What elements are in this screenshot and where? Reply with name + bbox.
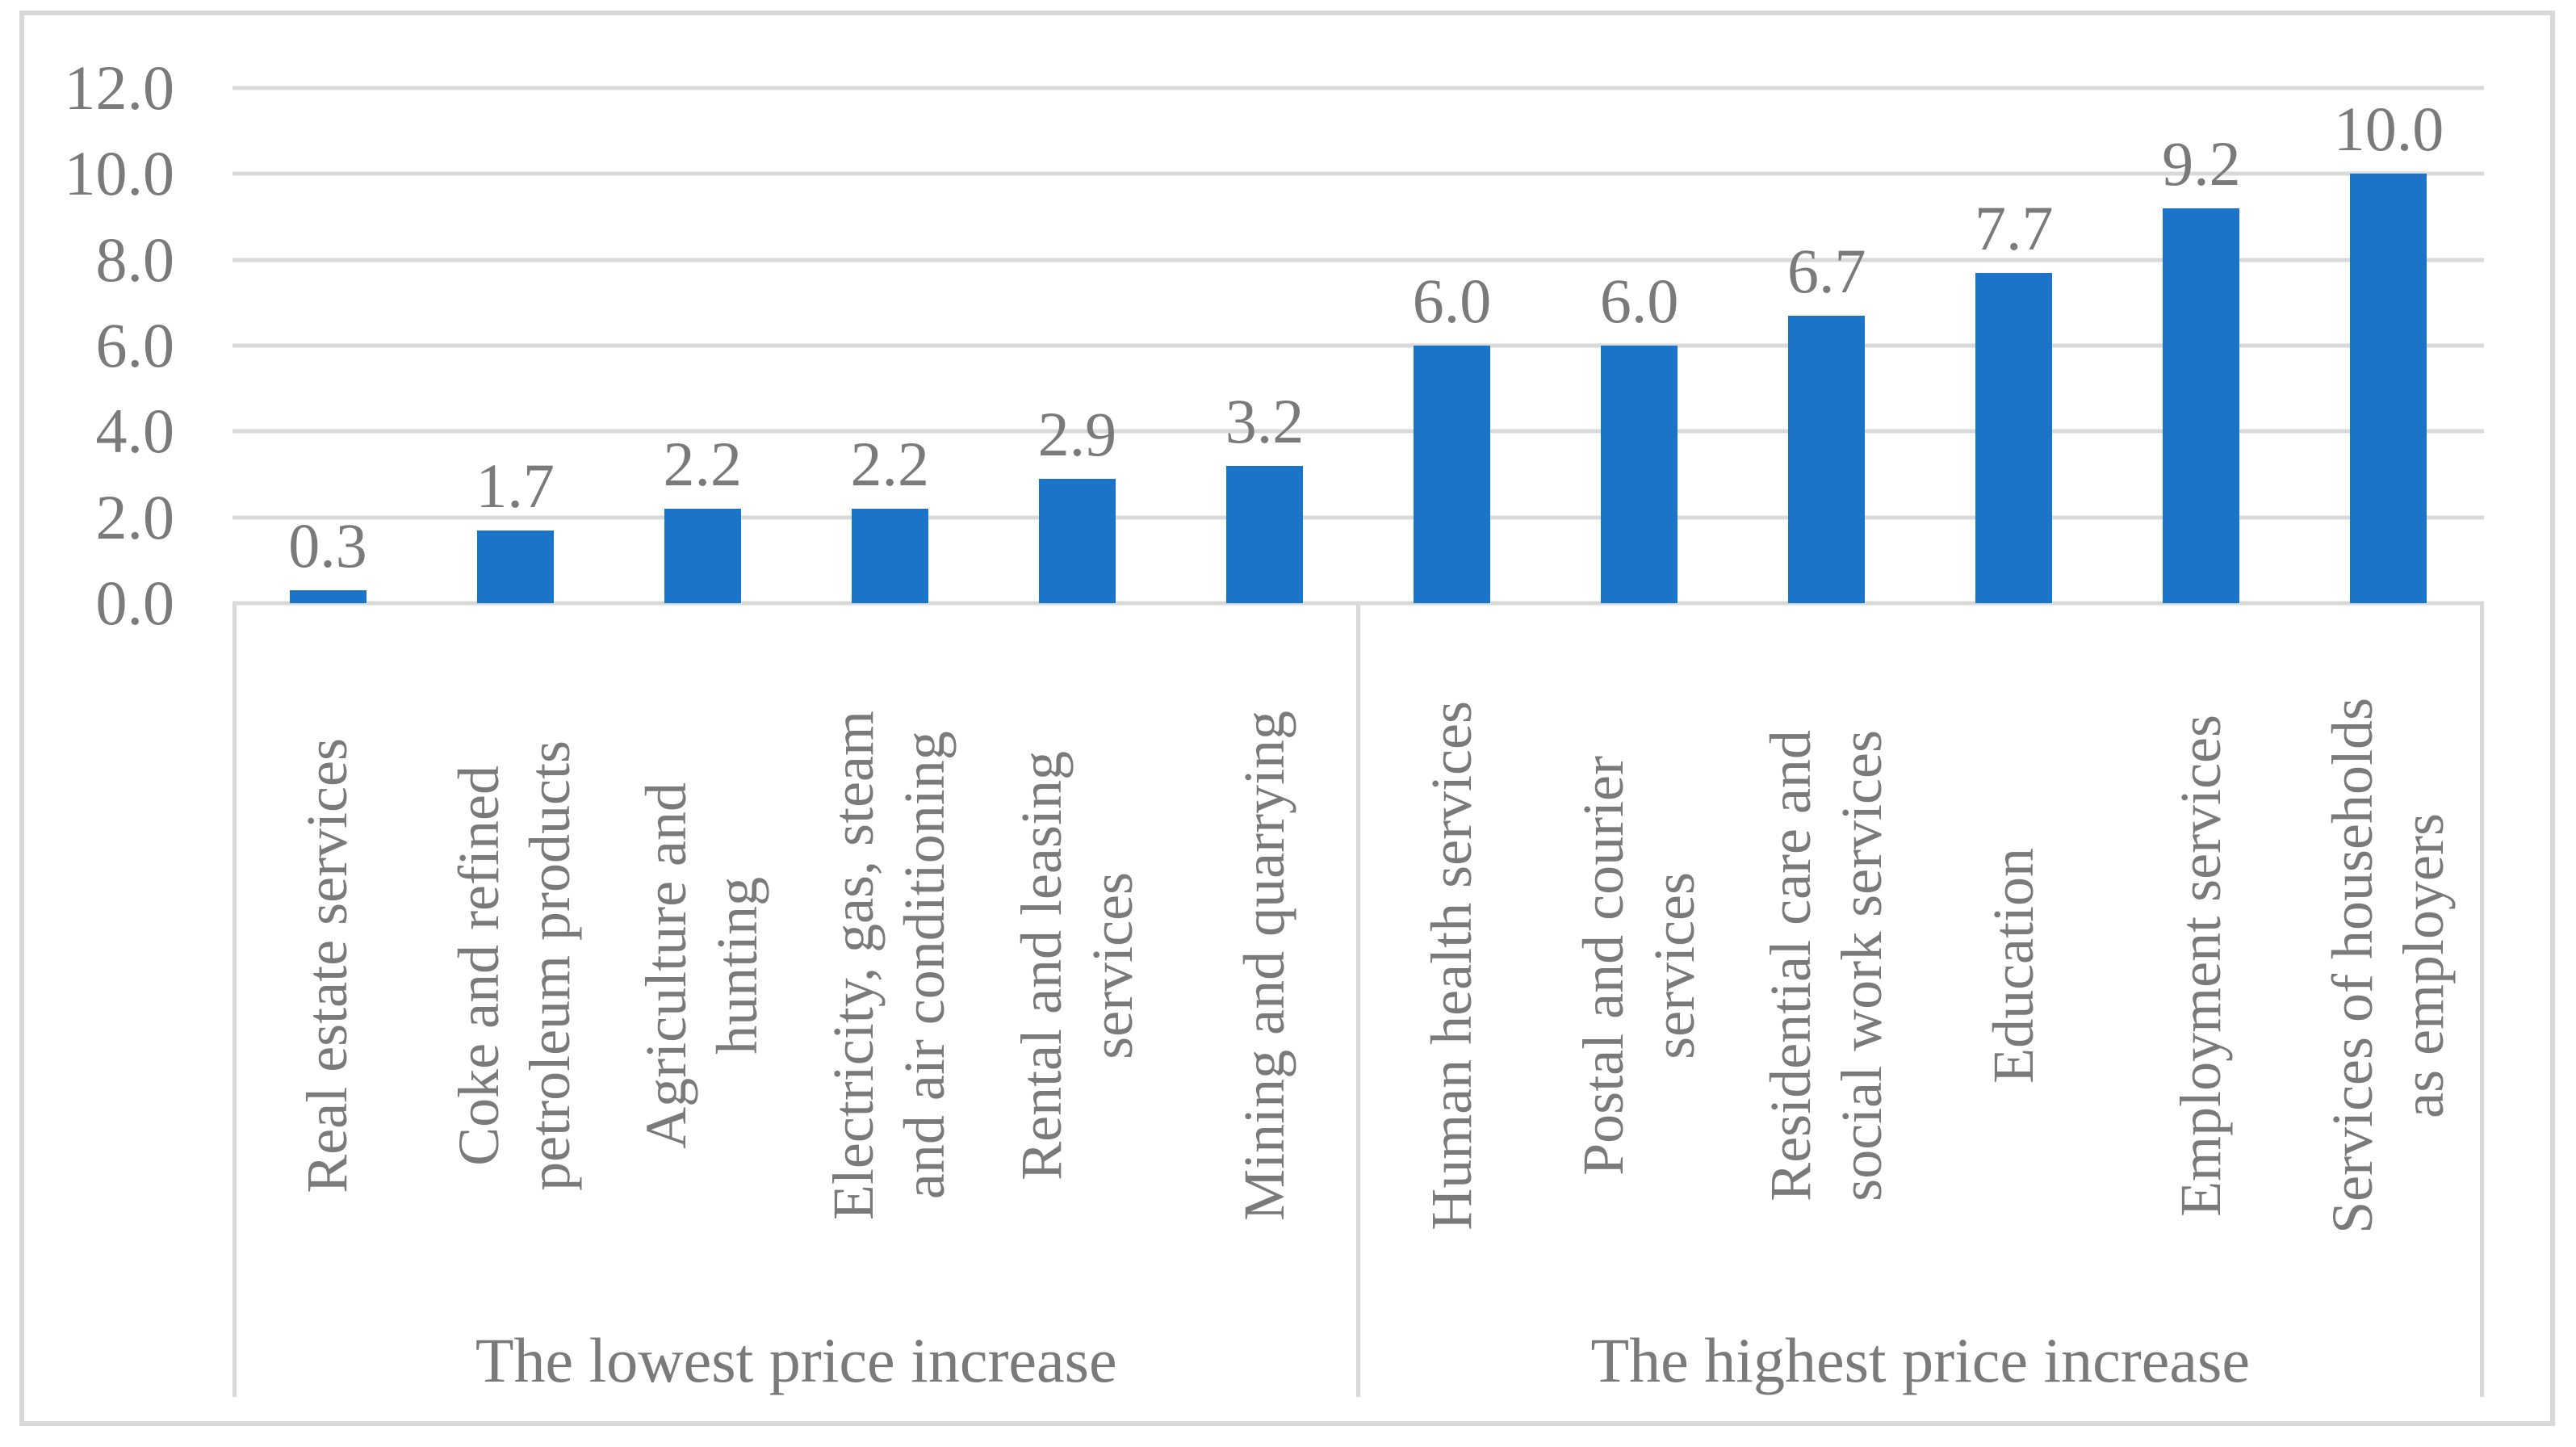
y-axis-tick-label: 8.0 [95, 224, 175, 295]
bar [2163, 208, 2240, 603]
category-cell: Real estate services [234, 607, 421, 1324]
category-label: Real estate services [295, 738, 360, 1193]
bar [289, 590, 367, 603]
bar [1225, 465, 1303, 603]
bar-value-label: 0.3 [288, 510, 367, 581]
category-label: Agriculture and hunting [634, 782, 770, 1149]
y-axis-tick-label: 10.0 [64, 138, 175, 209]
y-axis-tick-label: 2.0 [95, 481, 175, 552]
bar-value-label: 1.7 [475, 450, 555, 521]
bar-value-label: 9.2 [2162, 128, 2241, 199]
category-axis-area: Real estate services Coke and refined pet… [234, 607, 2482, 1397]
category-cell: Electricity, gas, steam and air conditio… [796, 607, 983, 1324]
group-label-highest: The highest price increase [1590, 1325, 2250, 1395]
category-label: Mining and quarrying [1231, 711, 1296, 1221]
bar [664, 509, 741, 603]
category-cell: Residential care and social work service… [1733, 607, 1920, 1324]
plot-area: 0.3 1.7 2.2 2.2 2.9 3.2 6.0 6.0 6.7 7.7 9.2 10.0 [232, 86, 2484, 606]
bar [1788, 315, 1866, 603]
gridline [232, 171, 2484, 176]
bar [851, 509, 928, 603]
bar-value-label: 2.2 [850, 429, 930, 500]
bar-value-label: 7.7 [1975, 192, 2054, 263]
y-axis-tick-label: 0.0 [95, 568, 175, 638]
category-group-divider [1356, 602, 1360, 1397]
bar [1601, 346, 1678, 603]
category-cell: Postal and courier services [1546, 607, 1733, 1324]
gridline [232, 86, 2484, 90]
bar [476, 530, 554, 603]
category-cell: Education [1920, 607, 2108, 1324]
category-labels-lowest: Real estate services Coke and refined pet… [234, 607, 1359, 1324]
y-axis: 12.0 10.0 8.0 6.0 4.0 2.0 0.0 [0, 57, 175, 635]
category-group-highest: Human health services Postal and courier … [1359, 607, 2483, 1397]
y-axis-tick-label: 6.0 [95, 310, 175, 380]
category-cell: Rental and leasing services [983, 607, 1171, 1324]
bar-value-label: 6.0 [1412, 266, 1492, 336]
category-label: Postal and courier services [1570, 756, 1707, 1176]
category-cell: Services of households as employers [2295, 607, 2482, 1324]
y-axis-tick-label: 4.0 [95, 396, 175, 467]
category-cell: Employment services [2108, 607, 2295, 1324]
bar-value-label: 6.7 [1786, 235, 1866, 306]
gridline [232, 515, 2484, 520]
category-box-right-border [2480, 602, 2484, 1397]
gridline [232, 343, 2484, 348]
category-label: Education [1980, 848, 2046, 1084]
group-label-lowest: The lowest price increase [475, 1325, 1117, 1395]
category-label: Employment services [2168, 715, 2233, 1217]
figure-border [19, 10, 2555, 1426]
bar [1038, 478, 1116, 603]
gridline [232, 258, 2484, 262]
category-label: Services of households as employers [2320, 698, 2456, 1234]
bar [1975, 272, 2053, 603]
category-label: Rental and leasing services [1008, 751, 1145, 1181]
gridline [232, 429, 2484, 434]
category-labels-highest: Human health services Postal and courier … [1359, 607, 2483, 1324]
category-label: Coke and refined petroleum products [446, 740, 583, 1191]
bar [2350, 174, 2427, 603]
bar-value-label: 2.9 [1037, 398, 1117, 469]
bar-value-label: 2.2 [663, 429, 742, 500]
category-cell: Human health services [1359, 607, 1546, 1324]
bar-value-label: 3.2 [1225, 385, 1305, 456]
y-axis-tick-label: 12.0 [64, 52, 175, 123]
category-box-left-border [232, 602, 237, 1397]
category-cell: Mining and quarrying [1171, 607, 1358, 1324]
bar [1414, 346, 1491, 603]
category-label: Electricity, gas, steam and air conditio… [821, 711, 957, 1221]
category-label: Human health services [1418, 701, 1484, 1231]
bar-value-label: 10.0 [2333, 94, 2444, 165]
category-label: Residential care and social work service… [1757, 730, 1894, 1202]
bar-value-label: 6.0 [1599, 266, 1679, 336]
category-group-lowest: Real estate services Coke and refined pet… [234, 607, 1359, 1397]
category-cell: Coke and refined petroleum products [421, 607, 609, 1324]
category-cell: Agriculture and hunting [609, 607, 796, 1324]
